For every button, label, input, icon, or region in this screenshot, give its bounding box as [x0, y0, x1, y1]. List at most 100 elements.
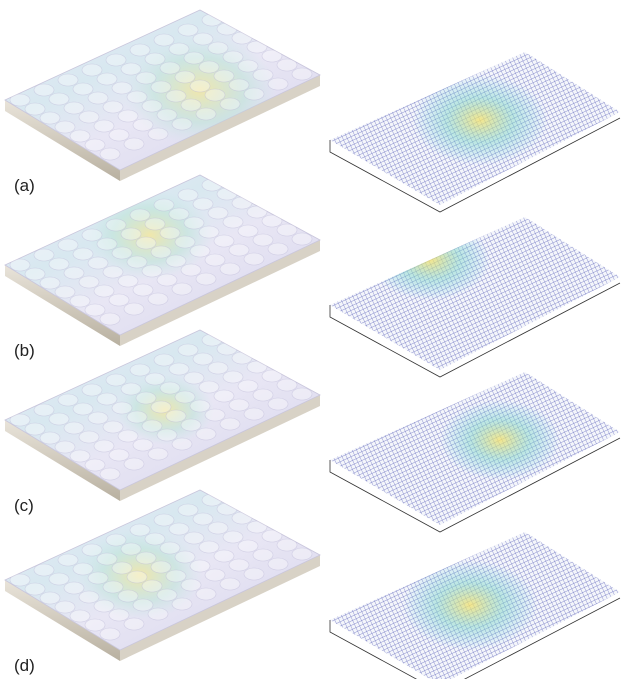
bump — [118, 590, 138, 602]
panel: (b) — [5, 175, 620, 377]
bump — [88, 412, 108, 424]
bump — [118, 430, 138, 442]
bump — [151, 561, 171, 573]
bump — [109, 129, 129, 141]
bump — [190, 400, 210, 412]
bump — [142, 265, 162, 277]
bump — [112, 247, 132, 259]
bump — [49, 573, 69, 585]
bump — [88, 92, 108, 104]
bump — [169, 208, 189, 220]
bump — [253, 389, 273, 401]
bump — [130, 364, 150, 376]
bump — [196, 428, 216, 440]
bump — [178, 24, 198, 36]
bump — [148, 608, 168, 620]
bump — [232, 197, 252, 209]
mesh-warm — [413, 75, 548, 165]
bump — [157, 274, 177, 286]
bump — [94, 285, 114, 297]
bump — [85, 459, 105, 471]
bump — [121, 63, 141, 75]
bump — [25, 103, 45, 115]
bump — [262, 370, 282, 382]
panel: (a) — [5, 10, 620, 212]
bump — [133, 439, 153, 451]
bump — [196, 588, 216, 600]
bump — [172, 438, 192, 450]
bump — [214, 235, 234, 247]
bump — [58, 74, 78, 86]
bump — [217, 23, 237, 35]
bump — [244, 408, 264, 420]
bump — [244, 253, 264, 265]
bump — [82, 229, 102, 241]
mesh-warm — [370, 220, 490, 300]
bump — [148, 128, 168, 140]
bump — [229, 79, 249, 91]
bump — [124, 138, 144, 150]
bump — [100, 313, 120, 325]
bump — [199, 381, 219, 393]
bump — [73, 248, 93, 260]
bump — [220, 418, 240, 430]
bump — [25, 423, 45, 435]
bump — [103, 421, 123, 433]
bump — [238, 60, 258, 72]
bump — [175, 551, 195, 563]
bump — [130, 209, 150, 221]
bump — [130, 44, 150, 56]
bump — [184, 372, 204, 384]
bump — [64, 422, 84, 434]
bump — [130, 524, 150, 536]
bump — [160, 382, 180, 394]
bump — [136, 552, 156, 564]
bump — [58, 394, 78, 406]
bump — [193, 33, 213, 45]
bump — [181, 419, 201, 431]
bump — [160, 542, 180, 554]
bump — [268, 558, 288, 570]
bump — [268, 398, 288, 410]
bump — [97, 238, 117, 250]
bump — [184, 532, 204, 544]
bump — [79, 591, 99, 603]
panel: (d) — [5, 490, 620, 679]
bump — [94, 120, 114, 132]
bump — [103, 266, 123, 278]
bump — [151, 246, 171, 258]
bump — [10, 94, 30, 106]
bump — [148, 448, 168, 460]
bump — [79, 431, 99, 443]
bump — [25, 268, 45, 280]
bump — [73, 83, 93, 95]
bump — [223, 371, 243, 383]
bump — [154, 514, 174, 526]
bump — [106, 219, 126, 231]
bump — [103, 101, 123, 113]
bump — [58, 239, 78, 251]
bump — [40, 277, 60, 289]
bump — [160, 62, 180, 74]
bump — [145, 533, 165, 545]
bump — [112, 402, 132, 414]
panel-label: (c) — [14, 496, 34, 515]
panel-label: (d) — [14, 656, 35, 675]
bump — [181, 99, 201, 111]
bump — [175, 236, 195, 248]
bump — [169, 43, 189, 55]
bump — [103, 581, 123, 593]
bump — [40, 112, 60, 124]
bump — [112, 562, 132, 574]
bump — [205, 409, 225, 421]
bump — [166, 255, 186, 267]
bump — [73, 403, 93, 415]
bump — [214, 390, 234, 402]
bump — [292, 68, 312, 80]
bump — [145, 53, 165, 65]
bump — [106, 374, 126, 386]
bump — [109, 609, 129, 621]
bump — [253, 549, 273, 561]
bump — [100, 468, 120, 480]
bump — [94, 600, 114, 612]
